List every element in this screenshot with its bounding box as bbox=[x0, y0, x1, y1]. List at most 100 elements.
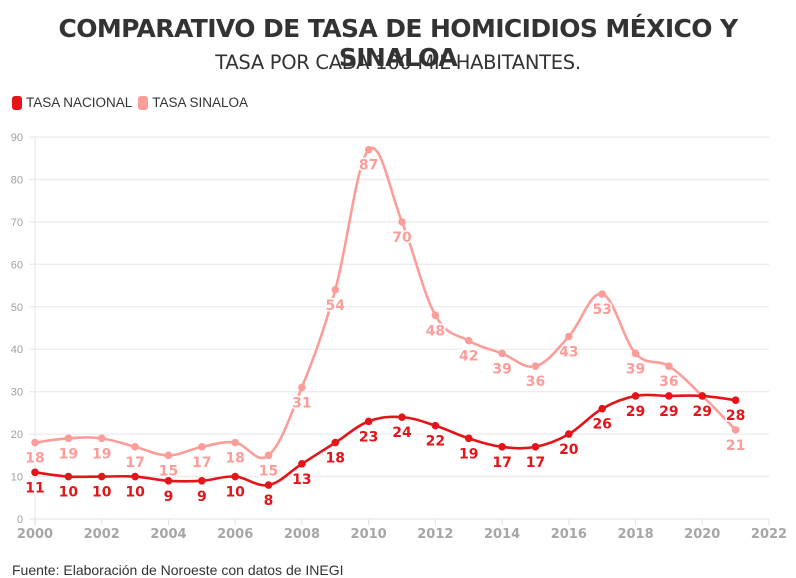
series-line-sinaloa bbox=[34, 146, 737, 460]
data-label-nacional: 9 bbox=[197, 489, 207, 505]
series-line-nacional bbox=[34, 393, 736, 487]
data-point-nacional bbox=[64, 472, 73, 481]
data-label-nacional: 26 bbox=[592, 417, 611, 433]
data-point-sinaloa bbox=[164, 451, 173, 460]
data-point-nacional bbox=[565, 430, 573, 438]
data-point-sinaloa bbox=[298, 383, 306, 392]
data-point-nacional bbox=[164, 477, 173, 485]
y-tick-label: 60 bbox=[11, 259, 23, 271]
data-point-nacional bbox=[498, 443, 506, 451]
data-point-sinaloa bbox=[264, 451, 273, 460]
x-tick-label: 2018 bbox=[617, 527, 653, 542]
data-point-nacional bbox=[631, 392, 640, 400]
data-label-sinaloa: 53 bbox=[592, 302, 611, 318]
x-tick-label: 2004 bbox=[150, 527, 186, 542]
data-label-sinaloa: 21 bbox=[726, 438, 745, 454]
data-point-sinaloa bbox=[665, 362, 673, 371]
x-tick-label: 2016 bbox=[551, 527, 587, 542]
x-tick-label: 2006 bbox=[217, 527, 253, 542]
data-point-sinaloa bbox=[331, 286, 340, 294]
data-point-nacional bbox=[231, 472, 239, 481]
data-point-nacional bbox=[198, 477, 206, 485]
data-label-nacional: 13 bbox=[292, 472, 311, 488]
data-point-sinaloa bbox=[631, 349, 640, 358]
source-note: Fuente: Elaboración de Noroeste con dato… bbox=[12, 562, 344, 578]
data-point-nacional bbox=[331, 438, 340, 447]
data-label-nacional: 29 bbox=[659, 404, 678, 420]
data-point-nacional bbox=[264, 481, 273, 489]
data-point-sinaloa bbox=[398, 218, 406, 226]
data-point-nacional bbox=[298, 460, 306, 468]
x-tick-label: 2022 bbox=[751, 527, 787, 542]
data-label-nacional: 8 bbox=[264, 493, 274, 509]
data-point-nacional bbox=[531, 443, 540, 451]
data-label-sinaloa: 18 bbox=[225, 451, 244, 467]
data-label-sinaloa: 18 bbox=[25, 451, 44, 467]
x-tick-label: 2010 bbox=[351, 527, 387, 542]
data-label-sinaloa: 19 bbox=[92, 446, 111, 462]
data-label-sinaloa: 19 bbox=[59, 446, 78, 462]
legend-item-sinaloa[interactable]: TASA SINALOA bbox=[138, 95, 248, 110]
data-label-nacional: 29 bbox=[626, 404, 645, 420]
x-tick-label: 2012 bbox=[417, 527, 453, 542]
data-label-nacional: 23 bbox=[359, 429, 378, 445]
y-tick-label: 50 bbox=[11, 302, 23, 314]
y-tick-label: 10 bbox=[11, 472, 23, 484]
data-label-sinaloa: 29 bbox=[693, 404, 712, 420]
data-point-nacional bbox=[97, 472, 106, 481]
data-label-nacional: 10 bbox=[125, 485, 145, 501]
data-label-sinaloa: 15 bbox=[259, 463, 278, 479]
data-label-nacional: 29 bbox=[693, 404, 712, 420]
data-label-nacional: 28 bbox=[726, 408, 745, 424]
data-label-sinaloa: 70 bbox=[392, 230, 412, 246]
data-point-nacional bbox=[464, 434, 473, 443]
data-point-sinaloa bbox=[731, 426, 740, 434]
x-tick-label: 2000 bbox=[17, 527, 53, 542]
legend-item-nacional[interactable]: TASA NACIONAL bbox=[12, 95, 132, 110]
data-label-nacional: 11 bbox=[25, 480, 44, 496]
data-point-nacional bbox=[398, 413, 406, 421]
legend-swatch-sinaloa bbox=[138, 95, 149, 110]
legend-swatch-nacional bbox=[12, 95, 22, 110]
data-label-sinaloa: 42 bbox=[459, 349, 478, 365]
data-point-sinaloa bbox=[498, 349, 506, 358]
data-point-sinaloa bbox=[198, 443, 206, 451]
data-label-nacional: 24 bbox=[392, 425, 412, 441]
data-label-nacional: 17 bbox=[526, 455, 545, 471]
data-point-sinaloa bbox=[31, 438, 39, 447]
data-point-sinaloa bbox=[64, 434, 73, 443]
data-label-sinaloa: 15 bbox=[159, 463, 178, 479]
data-label-sinaloa: 87 bbox=[359, 158, 378, 174]
data-point-sinaloa bbox=[364, 145, 373, 154]
y-tick-label: 40 bbox=[11, 344, 23, 356]
y-tick-label: 80 bbox=[11, 174, 23, 186]
data-point-nacional bbox=[31, 468, 39, 477]
data-label-sinaloa: 48 bbox=[426, 323, 445, 339]
x-tick-label: 2020 bbox=[684, 527, 720, 542]
data-label-sinaloa: 36 bbox=[526, 374, 545, 390]
data-point-sinaloa bbox=[231, 438, 239, 447]
data-label-sinaloa: 39 bbox=[492, 361, 511, 377]
data-label-sinaloa: 54 bbox=[326, 298, 346, 314]
data-point-sinaloa bbox=[97, 434, 106, 443]
data-label-sinaloa: 43 bbox=[559, 344, 578, 360]
data-label-nacional: 20 bbox=[559, 442, 579, 458]
data-point-nacional bbox=[598, 404, 606, 413]
data-label-sinaloa: 36 bbox=[659, 374, 678, 390]
data-label-sinaloa: 31 bbox=[292, 395, 311, 411]
legend-label-sinaloa: TASA SINALOA bbox=[152, 95, 249, 110]
data-label-nacional: 10 bbox=[59, 485, 79, 501]
data-point-nacional bbox=[698, 392, 707, 400]
data-label-nacional: 17 bbox=[492, 455, 511, 471]
y-tick-label: 90 bbox=[11, 132, 23, 144]
y-tick-label: 30 bbox=[11, 387, 23, 399]
y-tick-label: 0 bbox=[17, 514, 23, 526]
data-point-nacional bbox=[131, 472, 139, 481]
chart-subtitle: TASA POR CADA 100 MIL HABITANTES. bbox=[215, 51, 581, 74]
data-point-nacional bbox=[364, 417, 373, 426]
chart-title: COMPARATIVO DE TASA DE HOMICIDIOS MÉXICO… bbox=[58, 14, 738, 72]
data-label-sinaloa: 17 bbox=[125, 455, 144, 471]
legend-label-nacional: TASA NACIONAL bbox=[26, 95, 133, 110]
data-point-sinaloa bbox=[431, 311, 440, 320]
data-point-sinaloa bbox=[598, 290, 606, 298]
